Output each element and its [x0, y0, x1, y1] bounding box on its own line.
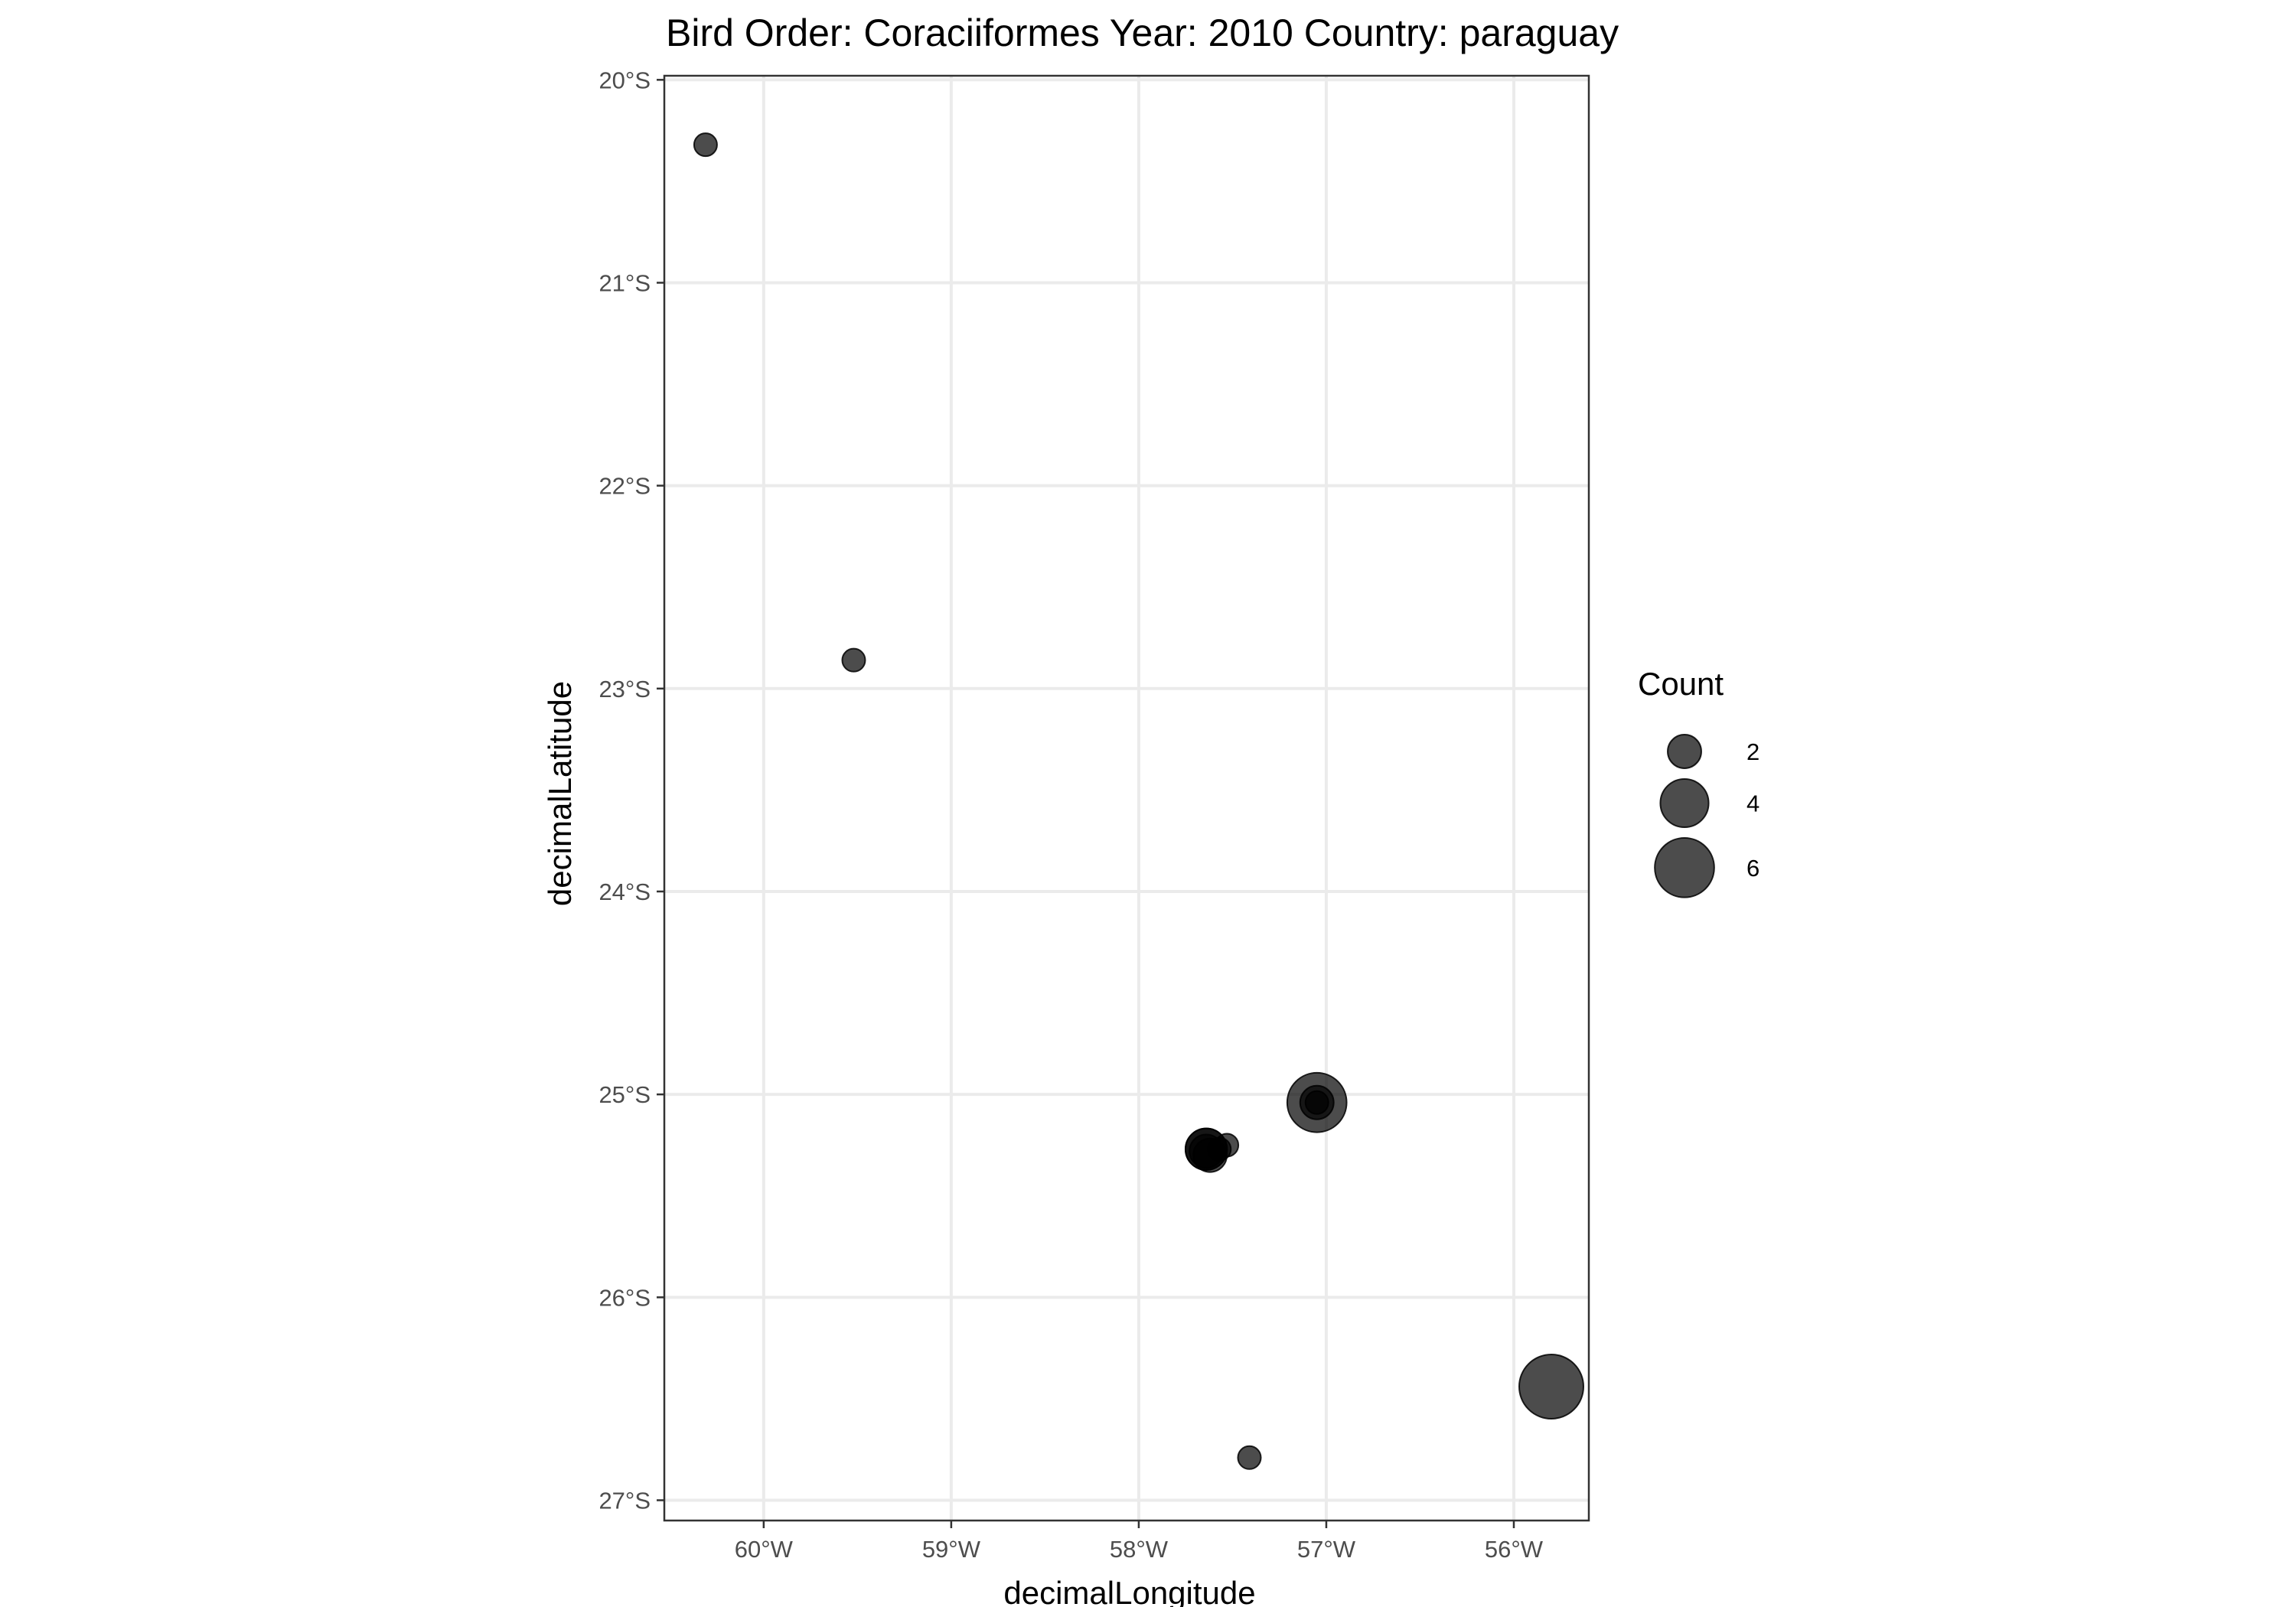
y-axis-title: decimalLatitude: [542, 681, 578, 906]
data-points: [693, 132, 1584, 1470]
chart-title: Bird Order: Coraciiformes Year: 2010 Cou…: [666, 11, 1619, 54]
y-tick-label: 23°S: [598, 676, 651, 702]
y-tick-label: 24°S: [598, 878, 651, 905]
legend-key-circle: [1659, 777, 1710, 829]
y-tick-label: 26°S: [598, 1284, 651, 1311]
data-point: [1207, 1136, 1232, 1162]
y-tick-label: 20°S: [598, 67, 651, 93]
legend-title: Count: [1638, 666, 1724, 702]
x-tick-label: 59°W: [922, 1536, 981, 1563]
legend-key-circle: [1654, 837, 1715, 898]
y-tick-label: 27°S: [598, 1487, 651, 1514]
x-tick-label: 58°W: [1110, 1536, 1169, 1563]
panel-border: [663, 74, 1590, 1522]
data-point: [1518, 1353, 1584, 1420]
size-legend: Count 2 4 6: [1638, 666, 1760, 898]
data-point: [693, 132, 718, 158]
legend-key-circle: [1667, 734, 1702, 769]
x-tick-label: 60°W: [735, 1536, 794, 1563]
x-tick-label: 57°W: [1297, 1536, 1356, 1563]
axes: 60°W 59°W 58°W 57°W 56°W 20°S 21°S 22°S 23°S 24°S…: [598, 67, 1543, 1563]
data-point: [1304, 1090, 1329, 1115]
legend-label: 4: [1746, 790, 1760, 817]
data-point: [1237, 1445, 1262, 1470]
y-tick-label: 22°S: [598, 473, 651, 500]
x-axis-title: decimalLongitude: [1003, 1575, 1255, 1607]
y-tick-label: 25°S: [598, 1081, 651, 1108]
y-tick-label: 21°S: [598, 269, 651, 296]
legend-label: 2: [1746, 738, 1760, 765]
gridlines: [664, 76, 1589, 1521]
data-point: [841, 647, 866, 673]
x-tick-label: 56°W: [1485, 1536, 1544, 1563]
legend-label: 6: [1746, 855, 1760, 882]
